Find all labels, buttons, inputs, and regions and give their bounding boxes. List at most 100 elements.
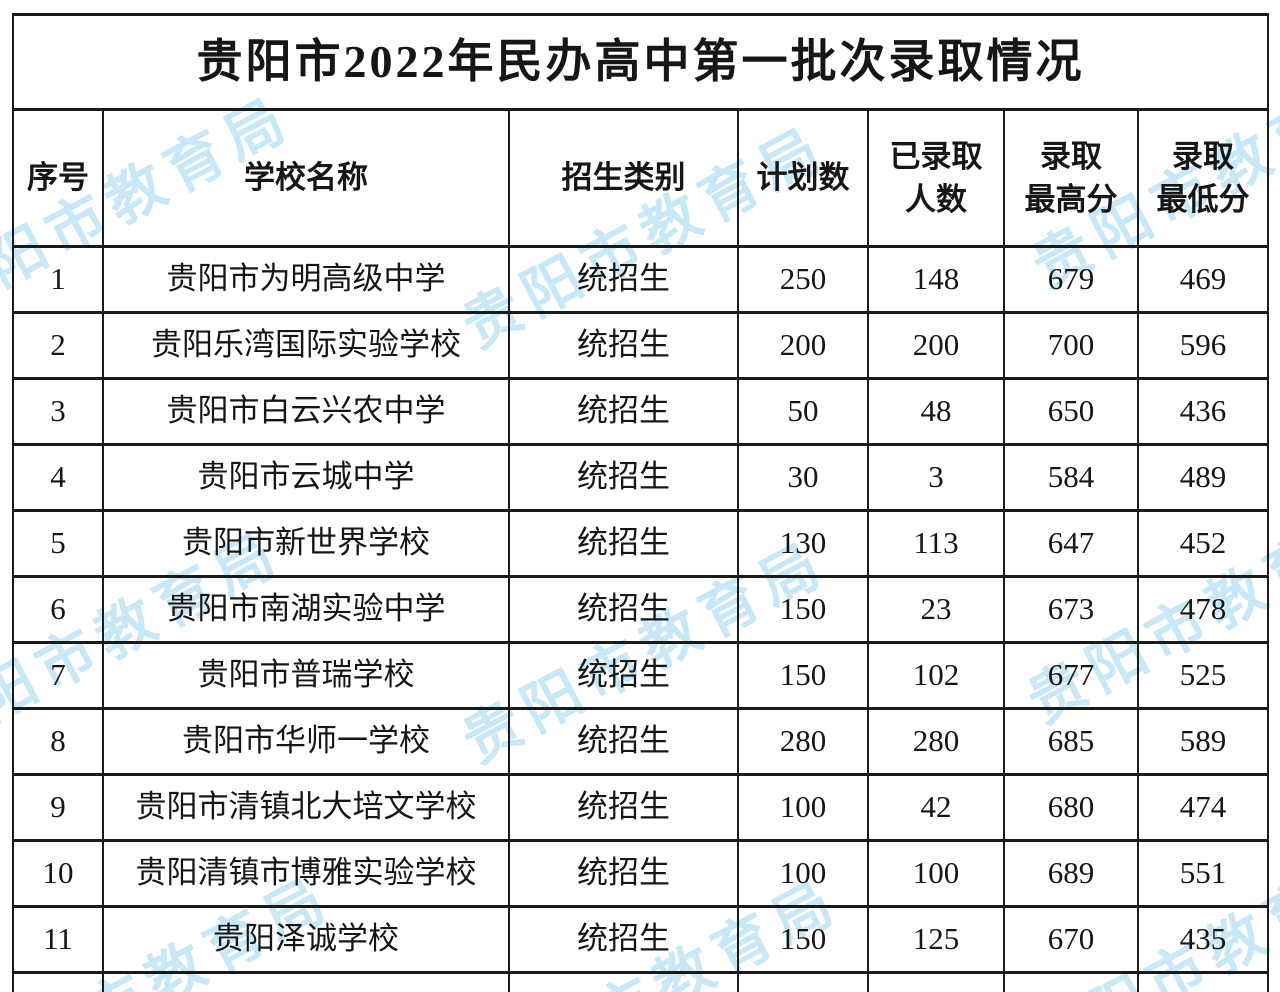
- table-cell: 584: [1003, 443, 1139, 512]
- table-cell-empty: [737, 971, 869, 992]
- table-row: 4 贵阳市云城中学 统招生 30 3 584 489: [12, 443, 1270, 512]
- table-cell: 102: [867, 641, 1005, 710]
- table-cell: 5: [12, 509, 104, 578]
- table-cell: 100: [737, 773, 869, 842]
- table-cell: 435: [1136, 905, 1270, 974]
- table-cell: 统招生: [508, 641, 739, 710]
- table-row-partial: [12, 971, 1270, 992]
- table-cell: 统招生: [508, 575, 739, 644]
- table-cell: 6: [12, 575, 104, 644]
- table-cell: 525: [1136, 641, 1270, 710]
- table-cell: 150: [737, 905, 869, 974]
- table-row: 2 贵阳乐湾国际实验学校 统招生 200 200 700 596: [12, 311, 1270, 380]
- table-cell: 贵阳市普瑞学校: [102, 641, 510, 710]
- table-cell: 478: [1136, 575, 1270, 644]
- table-cell: 贵阳市白云兴农中学: [102, 377, 510, 446]
- table-cell: 679: [1003, 245, 1139, 314]
- table-cell: 贵阳市云城中学: [102, 443, 510, 512]
- table-row: 3 贵阳市白云兴农中学 统招生 50 48 650 436: [12, 377, 1270, 446]
- table-cell: 489: [1136, 443, 1270, 512]
- table-cell: 685: [1003, 707, 1139, 776]
- header-cell-min-score: 录取 最低分: [1136, 108, 1270, 248]
- table-cell-empty: [508, 971, 739, 992]
- table-cell: 474: [1136, 773, 1270, 842]
- table-cell: 551: [1136, 839, 1270, 908]
- table-cell: 42: [867, 773, 1005, 842]
- table-cell: 9: [12, 773, 104, 842]
- table-cell-empty: [867, 971, 1005, 992]
- header-cell-max-score: 录取 最高分: [1003, 108, 1139, 248]
- table-cell: 125: [867, 905, 1005, 974]
- table-cell: 700: [1003, 311, 1139, 380]
- table-cell: 8: [12, 707, 104, 776]
- table-cell: 统招生: [508, 773, 739, 842]
- table-cell: 200: [737, 311, 869, 380]
- table-cell: 100: [737, 839, 869, 908]
- table-cell: 贵阳乐湾国际实验学校: [102, 311, 510, 380]
- table-cell: 250: [737, 245, 869, 314]
- table-cell: 589: [1136, 707, 1270, 776]
- table-row: 5 贵阳市新世界学校 统招生 130 113 647 452: [12, 509, 1270, 578]
- table-cell: 1: [12, 245, 104, 314]
- table-cell: 贵阳市新世界学校: [102, 509, 510, 578]
- header-cell-admitted-count: 已录取 人数: [867, 108, 1005, 248]
- table-row: 8 贵阳市华师一学校 统招生 280 280 685 589: [12, 707, 1270, 776]
- table-cell: 113: [867, 509, 1005, 578]
- table-cell: 统招生: [508, 509, 739, 578]
- table-cell: 200: [867, 311, 1005, 380]
- table-cell: 50: [737, 377, 869, 446]
- table-cell: 148: [867, 245, 1005, 314]
- table-row: 9 贵阳市清镇北大培文学校 统招生 100 42 680 474: [12, 773, 1270, 842]
- table-cell: 3: [867, 443, 1005, 512]
- table-cell-empty: [102, 971, 510, 992]
- table-cell: 647: [1003, 509, 1139, 578]
- table-cell: 统招生: [508, 905, 739, 974]
- table-cell: 677: [1003, 641, 1139, 710]
- table-cell: 673: [1003, 575, 1139, 644]
- table-cell: 3: [12, 377, 104, 446]
- table-row: 6 贵阳市南湖实验中学 统招生 150 23 673 478: [12, 575, 1270, 644]
- header-cell-school-name: 学校名称: [102, 108, 510, 248]
- table-cell: 689: [1003, 839, 1139, 908]
- table-title-row: 贵阳市2022年民办高中第一批次录取情况: [11, 13, 1270, 111]
- table-cell: 2: [12, 311, 104, 380]
- table-cell: 670: [1003, 905, 1139, 974]
- table-cell-empty: [12, 971, 104, 992]
- table-cell: 贵阳清镇市博雅实验学校: [102, 839, 510, 908]
- table-row: 7 贵阳市普瑞学校 统招生 150 102 677 525: [12, 641, 1270, 710]
- table-cell: 23: [867, 575, 1005, 644]
- table-cell: 680: [1003, 773, 1139, 842]
- admission-table: 贵阳市2022年民办高中第一批次录取情况 序号 学校名称 招生类别 计划数 已录…: [11, 13, 1270, 992]
- table-cell: 130: [737, 509, 869, 578]
- table-cell: 统招生: [508, 707, 739, 776]
- table-cell: 10: [12, 839, 104, 908]
- table-cell: 436: [1136, 377, 1270, 446]
- table-cell: 统招生: [508, 443, 739, 512]
- table-cell: 650: [1003, 377, 1139, 446]
- header-cell-index: 序号: [12, 108, 104, 248]
- table-cell: 452: [1136, 509, 1270, 578]
- table-cell: 30: [737, 443, 869, 512]
- table-cell: 150: [737, 575, 869, 644]
- table-cell: 7: [12, 641, 104, 710]
- table-cell: 280: [867, 707, 1005, 776]
- table-cell: 统招生: [508, 311, 739, 380]
- table-header-row: 序号 学校名称 招生类别 计划数 已录取 人数 录取 最高分 录取 最低分: [12, 108, 1270, 248]
- table-row: 1 贵阳市为明高级中学 统招生 250 148 679 469: [12, 245, 1270, 314]
- table-cell: 11: [12, 905, 104, 974]
- page-title: 贵阳市2022年民办高中第一批次录取情况: [11, 13, 1270, 111]
- header-cell-plan-count: 计划数: [737, 108, 869, 248]
- table-cell: 贵阳市南湖实验中学: [102, 575, 510, 644]
- table-cell: 280: [737, 707, 869, 776]
- table-cell: 48: [867, 377, 1005, 446]
- table-row: 10 贵阳清镇市博雅实验学校 统招生 100 100 689 551: [12, 839, 1270, 908]
- table-cell: 596: [1136, 311, 1270, 380]
- table-row: 11 贵阳泽诚学校 统招生 150 125 670 435: [12, 905, 1270, 974]
- table-cell: 贵阳市华师一学校: [102, 707, 510, 776]
- header-cell-category: 招生类别: [508, 108, 739, 248]
- table-cell: 统招生: [508, 245, 739, 314]
- table-cell: 贵阳市清镇北大培文学校: [102, 773, 510, 842]
- table-cell: 4: [12, 443, 104, 512]
- table-cell-empty: [1136, 971, 1270, 992]
